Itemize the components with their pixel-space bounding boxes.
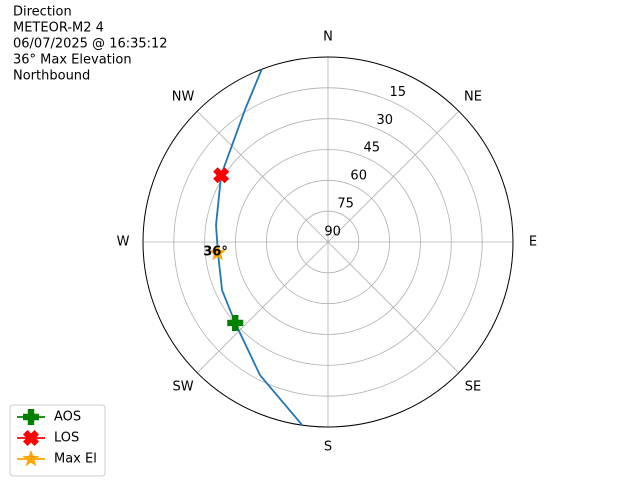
legend-label: Max El [54, 452, 97, 467]
theta-tick-label: S [324, 440, 332, 455]
theta-tick-label: SW [172, 379, 193, 394]
title-line: 06/07/2025 @ 16:35:12 [13, 37, 168, 52]
r-tick-label: 75 [337, 197, 354, 212]
r-tick-label: 60 [350, 169, 367, 184]
grid-spoke [327, 241, 460, 374]
r-tick-label: 15 [390, 85, 407, 100]
title-line: METEOR-M2 4 [13, 21, 104, 36]
theta-tick-label: SE [465, 379, 481, 394]
theta-tick-label: NW [172, 90, 195, 105]
grid-spoke [196, 110, 329, 243]
max-el-marker [208, 244, 227, 261]
polar-frame [142, 56, 514, 428]
r-tick-label: 45 [363, 141, 380, 156]
theta-tick-label: W [117, 235, 130, 250]
value-label: 36° [203, 245, 228, 260]
track-line [215, 68, 303, 426]
los-marker [23, 430, 39, 446]
theta-tick-label: E [529, 235, 537, 250]
theta-tick-label: N [323, 30, 333, 45]
max-el-marker [22, 450, 40, 467]
legend-label: LOS [54, 431, 79, 446]
title-line: Direction [13, 5, 72, 20]
grid-spoke [327, 110, 460, 243]
theta-tick-label: NE [464, 90, 482, 105]
aos-marker [227, 314, 244, 331]
aos-marker [23, 409, 39, 425]
r-tick-label: 90 [324, 225, 341, 240]
los-marker [213, 167, 230, 184]
title-line: Northbound [13, 69, 90, 84]
legend: AOS LOS Max El [9, 404, 106, 477]
legend-label: AOS [54, 410, 81, 425]
grid-spoke [196, 241, 329, 374]
r-tick-label: 30 [376, 113, 393, 128]
title-line: 36° Max Elevation [13, 53, 132, 68]
